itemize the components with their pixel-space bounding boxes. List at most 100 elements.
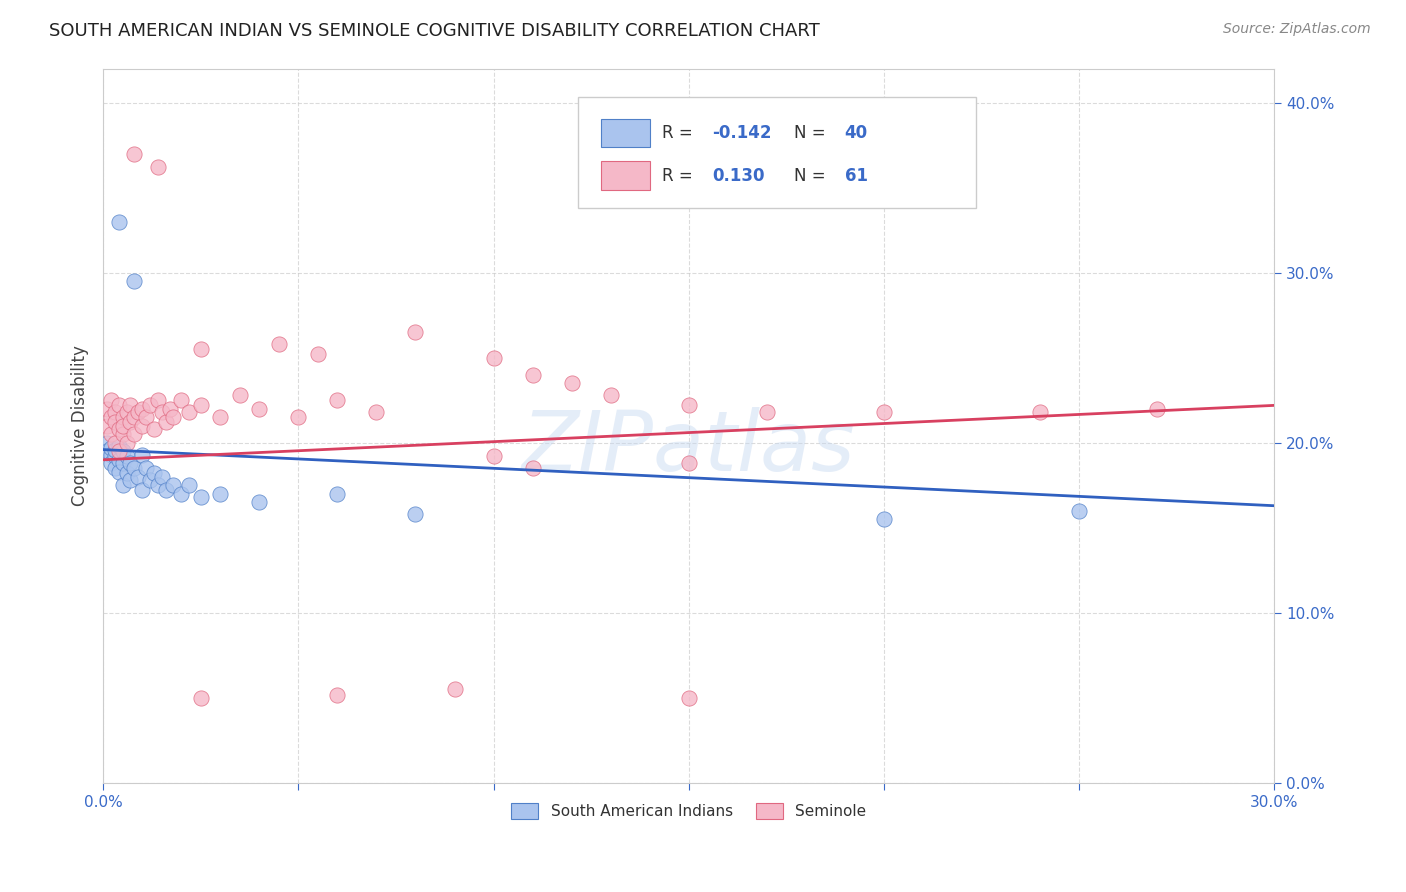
Text: N =: N =: [794, 124, 831, 142]
Point: [111, 478, 134, 492]
Point: [177, 405, 200, 419]
Point: [127, 405, 149, 419]
Text: N =: N =: [794, 167, 831, 185]
Point: [124, 461, 146, 475]
Point: [307, 347, 329, 361]
Point: [104, 435, 127, 450]
Point: [326, 393, 349, 408]
Point: [104, 461, 127, 475]
Point: [107, 465, 129, 479]
Point: [678, 690, 700, 705]
Point: [522, 368, 544, 382]
Point: [104, 450, 127, 464]
Point: [755, 405, 778, 419]
Point: [150, 405, 173, 419]
Point: [100, 410, 122, 425]
Point: [482, 351, 505, 365]
Point: [247, 495, 270, 509]
Point: [96, 444, 118, 458]
Point: [177, 478, 200, 492]
Point: [599, 388, 621, 402]
Point: [131, 448, 153, 462]
FancyBboxPatch shape: [600, 119, 650, 147]
Point: [104, 416, 127, 430]
Point: [115, 435, 138, 450]
Point: [104, 405, 127, 419]
Point: [107, 444, 129, 458]
Point: [482, 450, 505, 464]
Point: [124, 274, 146, 288]
Point: [267, 337, 290, 351]
Text: 0.130: 0.130: [713, 167, 765, 185]
Point: [1029, 405, 1052, 419]
Point: [107, 452, 129, 467]
Point: [127, 470, 149, 484]
Point: [104, 442, 127, 457]
Point: [162, 410, 184, 425]
Point: [107, 422, 129, 436]
Point: [135, 410, 157, 425]
Point: [131, 401, 153, 416]
Point: [326, 688, 349, 702]
Point: [366, 405, 388, 419]
Y-axis label: Cognitive Disability: Cognitive Disability: [72, 345, 89, 507]
Text: SOUTH AMERICAN INDIAN VS SEMINOLE COGNITIVE DISABILITY CORRELATION CHART: SOUTH AMERICAN INDIAN VS SEMINOLE COGNIT…: [49, 22, 820, 40]
Point: [146, 478, 169, 492]
Point: [120, 416, 142, 430]
Point: [96, 435, 118, 450]
Point: [111, 456, 134, 470]
Point: [131, 483, 153, 498]
Point: [146, 393, 169, 408]
Text: 40: 40: [845, 124, 868, 142]
Point: [561, 376, 583, 391]
Point: [100, 456, 122, 470]
Point: [873, 512, 896, 526]
Point: [209, 410, 232, 425]
Point: [111, 427, 134, 442]
FancyBboxPatch shape: [600, 161, 650, 190]
Point: [1069, 504, 1091, 518]
Point: [287, 410, 309, 425]
Point: [522, 461, 544, 475]
Text: R =: R =: [662, 167, 697, 185]
Point: [162, 478, 184, 492]
Text: -0.142: -0.142: [713, 124, 772, 142]
Point: [100, 441, 122, 455]
Point: [120, 456, 142, 470]
Point: [135, 461, 157, 475]
Point: [247, 401, 270, 416]
Point: [150, 470, 173, 484]
Legend: South American Indians, Seminole: South American Indians, Seminole: [505, 797, 873, 825]
Point: [100, 393, 122, 408]
Point: [120, 398, 142, 412]
Point: [111, 418, 134, 433]
Point: [100, 427, 122, 442]
Point: [115, 450, 138, 464]
Point: [142, 422, 165, 436]
Point: [678, 456, 700, 470]
Text: Source: ZipAtlas.com: Source: ZipAtlas.com: [1223, 22, 1371, 37]
Point: [443, 682, 465, 697]
Point: [190, 490, 212, 504]
Point: [405, 325, 427, 339]
Point: [190, 398, 212, 412]
Text: R =: R =: [662, 124, 697, 142]
Point: [155, 416, 177, 430]
Point: [115, 405, 138, 419]
Point: [139, 473, 162, 487]
Point: [1146, 401, 1168, 416]
Point: [107, 439, 129, 453]
Point: [120, 473, 142, 487]
Point: [131, 418, 153, 433]
Point: [124, 427, 146, 442]
Point: [111, 410, 134, 425]
Point: [209, 487, 232, 501]
Point: [155, 483, 177, 498]
Point: [190, 343, 212, 357]
Text: ZIPatlas: ZIPatlas: [522, 407, 856, 488]
FancyBboxPatch shape: [578, 97, 976, 208]
Point: [190, 690, 212, 705]
Point: [115, 467, 138, 481]
Point: [96, 418, 118, 433]
Point: [142, 467, 165, 481]
